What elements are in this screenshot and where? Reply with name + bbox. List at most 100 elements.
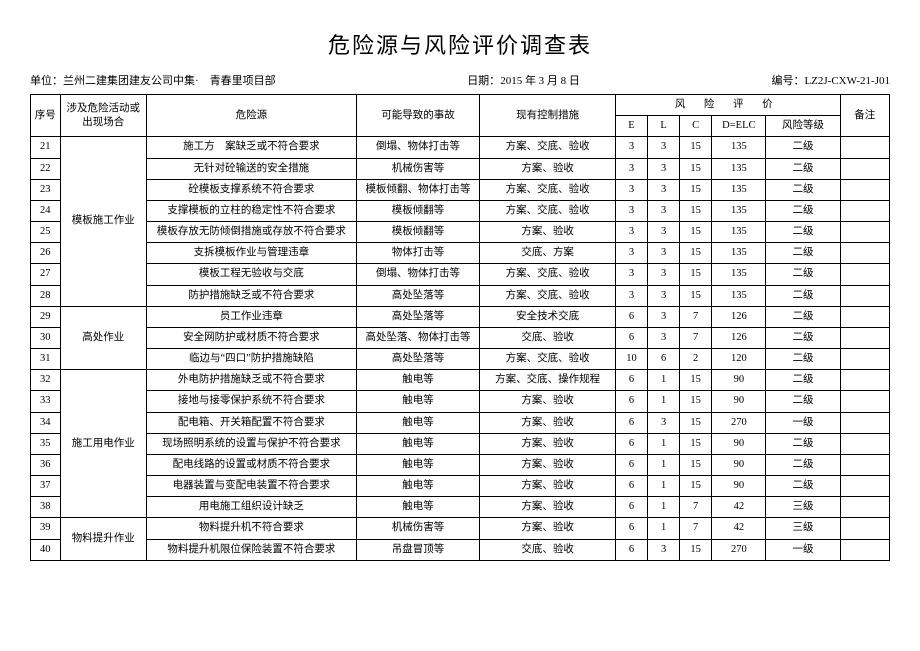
cell-note — [840, 349, 889, 370]
cell-C: 15 — [680, 264, 712, 285]
cell-note — [840, 243, 889, 264]
cell-source: 外电防护措施缺乏或不符合要求 — [147, 370, 357, 391]
table-row: 24支撑模板的立柱的稳定性不符合要求模板倾翻等方案、交底、验收3315135二级 — [31, 200, 890, 221]
cell-grade: 二级 — [766, 222, 840, 243]
cell-L: 3 — [648, 158, 680, 179]
table-row: 21模板施工作业施工方 案缺乏或不符合要求倒塌、物体打击等方案、交底、验收331… — [31, 137, 890, 158]
cell-C: 15 — [680, 200, 712, 221]
table-row: 32施工用电作业外电防护措施缺乏或不符合要求触电等方案、交底、操作规程61159… — [31, 370, 890, 391]
cell-note — [840, 264, 889, 285]
cell-note — [840, 222, 889, 243]
cell-note — [840, 370, 889, 391]
cell-source: 模板工程无验收与交底 — [147, 264, 357, 285]
cell-note — [840, 137, 889, 158]
th-accident: 可能导致的事故 — [356, 95, 479, 137]
cell-seq: 25 — [31, 222, 61, 243]
cell-C: 7 — [680, 518, 712, 539]
cell-source: 防护措施缺乏或不符合要求 — [147, 285, 357, 306]
th-source: 危险源 — [147, 95, 357, 137]
cell-grade: 一级 — [766, 539, 840, 560]
cell-seq: 23 — [31, 179, 61, 200]
cell-seq: 28 — [31, 285, 61, 306]
cell-C: 7 — [680, 306, 712, 327]
cell-D: 135 — [712, 264, 766, 285]
cell-D: 90 — [712, 391, 766, 412]
cell-E: 3 — [615, 179, 647, 200]
table-row: 26支拆模板作业与管理违章物体打击等交底、方案3315135二级 — [31, 243, 890, 264]
cell-D: 135 — [712, 222, 766, 243]
cell-D: 90 — [712, 433, 766, 454]
cell-accident: 高处坠落等 — [356, 349, 479, 370]
table-row: 27模板工程无验收与交底倒塌、物体打击等方案、交底、验收3315135二级 — [31, 264, 890, 285]
cell-control: 方案、验收 — [480, 412, 616, 433]
unit-block: 单位：兰州二建集团建友公司中集· 青春里项目部 — [30, 72, 276, 88]
cell-grade: 二级 — [766, 454, 840, 475]
cell-E: 6 — [615, 391, 647, 412]
cell-L: 1 — [648, 497, 680, 518]
table-row: 22无针对砼输送的安全措施机械伤害等方案、验收3315135二级 — [31, 158, 890, 179]
th-risk-group: 风 险 评 价 — [615, 95, 840, 116]
cell-C: 15 — [680, 370, 712, 391]
cell-D: 42 — [712, 497, 766, 518]
cell-seq: 26 — [31, 243, 61, 264]
cell-grade: 二级 — [766, 200, 840, 221]
table-row: 25模板存放无防倾倒措施或存放不符合要求模板倾翻等方案、验收3315135二级 — [31, 222, 890, 243]
cell-L: 3 — [648, 222, 680, 243]
cell-E: 6 — [615, 518, 647, 539]
cell-control: 方案、交底、验收 — [480, 285, 616, 306]
cell-accident: 触电等 — [356, 497, 479, 518]
cell-note — [840, 539, 889, 560]
cell-D: 270 — [712, 412, 766, 433]
cell-grade: 二级 — [766, 264, 840, 285]
cell-control: 方案、验收 — [480, 454, 616, 475]
cell-L: 1 — [648, 391, 680, 412]
cell-D: 120 — [712, 349, 766, 370]
cell-L: 3 — [648, 243, 680, 264]
cell-L: 3 — [648, 264, 680, 285]
cell-control: 方案、验收 — [480, 433, 616, 454]
cell-L: 1 — [648, 454, 680, 475]
cell-accident: 机械伤害等 — [356, 518, 479, 539]
cell-source: 员工作业违章 — [147, 306, 357, 327]
cell-E: 3 — [615, 200, 647, 221]
cell-note — [840, 412, 889, 433]
cell-C: 7 — [680, 327, 712, 348]
cell-seq: 38 — [31, 497, 61, 518]
cell-seq: 32 — [31, 370, 61, 391]
cell-C: 15 — [680, 243, 712, 264]
cell-accident: 触电等 — [356, 391, 479, 412]
cell-D: 90 — [712, 454, 766, 475]
table-head: 序号 涉及危险活动或出现场合 危险源 可能导致的事故 现有控制措施 风 险 评 … — [31, 95, 890, 137]
cell-source: 无针对砼输送的安全措施 — [147, 158, 357, 179]
cell-source: 物料提升机限位保险装置不符合要求 — [147, 539, 357, 560]
cell-seq: 40 — [31, 539, 61, 560]
cell-L: 1 — [648, 476, 680, 497]
cell-seq: 36 — [31, 454, 61, 475]
date-block: 日期：2015 年 3 月 8 日 — [467, 72, 580, 88]
cell-accident: 触电等 — [356, 412, 479, 433]
unit-value: 兰州二建集团建友公司中集· 青春里项目部 — [63, 75, 276, 87]
date-label: 日期： — [467, 75, 500, 87]
cell-L: 3 — [648, 179, 680, 200]
cell-accident: 触电等 — [356, 433, 479, 454]
table-row: 34配电箱、开关箱配置不符合要求触电等方案、验收6315270一级 — [31, 412, 890, 433]
cell-L: 1 — [648, 370, 680, 391]
cell-C: 15 — [680, 391, 712, 412]
cell-seq: 35 — [31, 433, 61, 454]
cell-grade: 二级 — [766, 243, 840, 264]
cell-accident: 模板倾翻等 — [356, 222, 479, 243]
cell-D: 90 — [712, 476, 766, 497]
cell-accident: 触电等 — [356, 370, 479, 391]
cell-note — [840, 433, 889, 454]
cell-grade: 三级 — [766, 518, 840, 539]
cell-accident: 倒塌、物体打击等 — [356, 264, 479, 285]
table-row: 23砼模板支撑系统不符合要求模板倾翻、物体打击等方案、交底、验收3315135二… — [31, 179, 890, 200]
cell-source: 支拆模板作业与管理违章 — [147, 243, 357, 264]
cell-grade: 二级 — [766, 306, 840, 327]
cell-source: 现场照明系统的设置与保护不符合要求 — [147, 433, 357, 454]
cell-accident: 高处坠落等 — [356, 306, 479, 327]
cell-seq: 39 — [31, 518, 61, 539]
cell-grade: 三级 — [766, 497, 840, 518]
cell-accident: 触电等 — [356, 454, 479, 475]
cell-source: 配电线路的设置或材质不符合要求 — [147, 454, 357, 475]
